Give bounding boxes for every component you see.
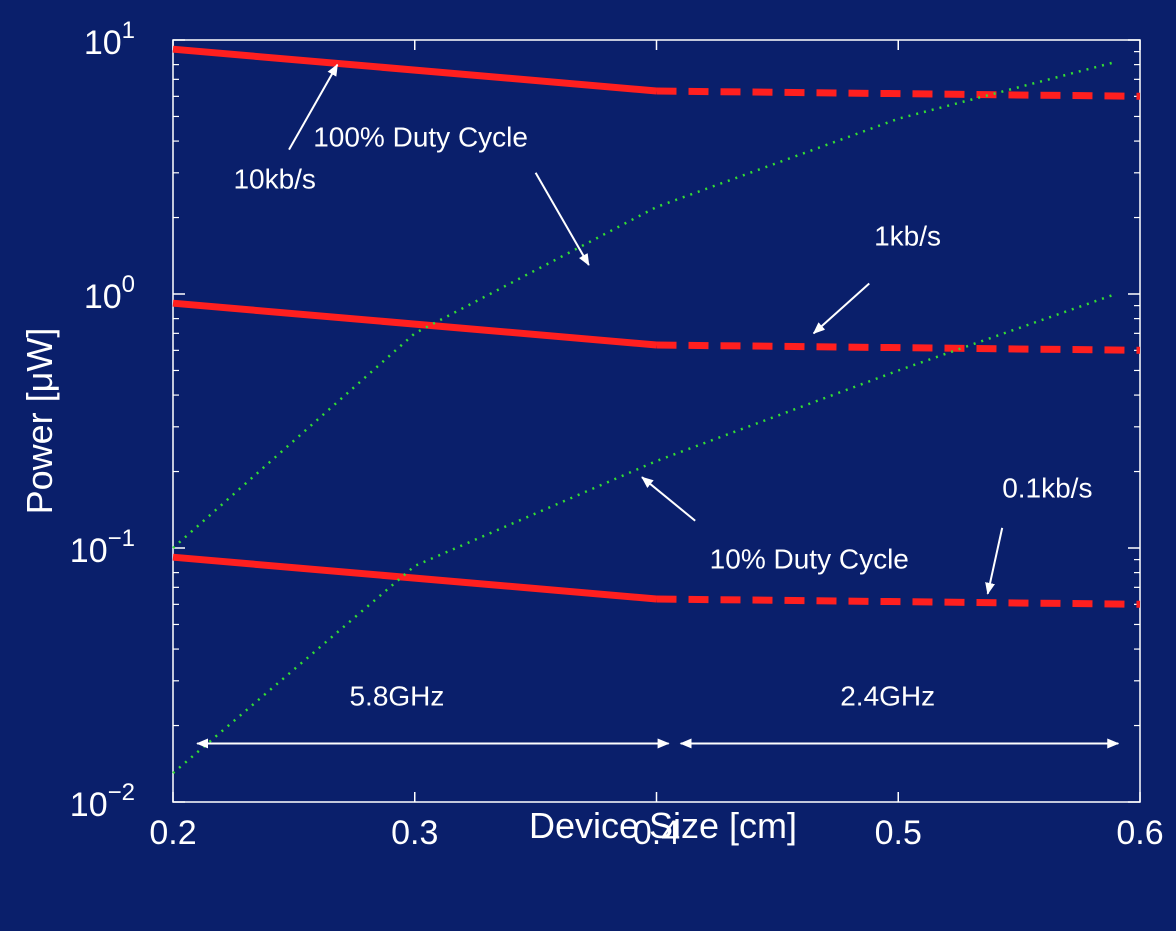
series-10kb-s-line: [172, 45, 657, 95]
series-1kb-s-line: [172, 299, 657, 349]
annotation-arrow: [812, 282, 870, 335]
x-tick-label: 0.2: [149, 814, 196, 852]
y-tick-label: 101: [84, 17, 135, 62]
series-0-1kb-s-line: [172, 553, 657, 603]
annotation-arrow: [985, 527, 1004, 595]
annotation-arrow: [534, 172, 590, 266]
annotation-label: 5.8GHz: [349, 680, 444, 711]
plot-area: [172, 39, 1141, 803]
x-tick-label: 0.5: [875, 814, 922, 852]
y-tick-label: 10−2: [70, 779, 135, 824]
x-axis-label: Device Size [cm]: [529, 805, 797, 846]
axis-ticks: 0.2 0.3 0.4 0.5 0.6 101 100 10−1 10−2: [70, 17, 1164, 852]
annotation-group: 10kb/s 100% Duty Cycle 1kb/s 0.1kb/s 10% Dut…: [196, 63, 1120, 749]
annotation-arrow: [641, 476, 696, 522]
series-group: [172, 45, 1141, 775]
y-tick-label: 100: [84, 271, 135, 316]
annotation-label: 10kb/s: [233, 164, 316, 195]
x-tick-label: 0.6: [1116, 814, 1163, 852]
y-axis-label: Power [μW]: [19, 328, 60, 515]
annotation-label: 100% Duty Cycle: [313, 122, 528, 153]
annotation-label: 10% Duty Cycle: [710, 544, 909, 575]
series-1kb-s-line: [656, 341, 1141, 354]
annotation-label: 0.1kb/s: [1002, 473, 1092, 504]
series-0-1kb-s-line: [656, 595, 1141, 608]
series-10-duty-cycle-line: [172, 292, 1117, 775]
annotation-label: 1kb/s: [874, 221, 941, 252]
series-10kb-s-line: [656, 87, 1141, 100]
y-tick-label: 10−1: [70, 525, 135, 570]
annotation-label: 2.4GHz: [840, 680, 935, 711]
x-tick-label: 0.4: [633, 814, 680, 852]
annotation-arrow: [288, 63, 339, 151]
series-100-duty-cycle-line: [172, 60, 1117, 549]
x-tick-label: 0.3: [391, 814, 438, 852]
